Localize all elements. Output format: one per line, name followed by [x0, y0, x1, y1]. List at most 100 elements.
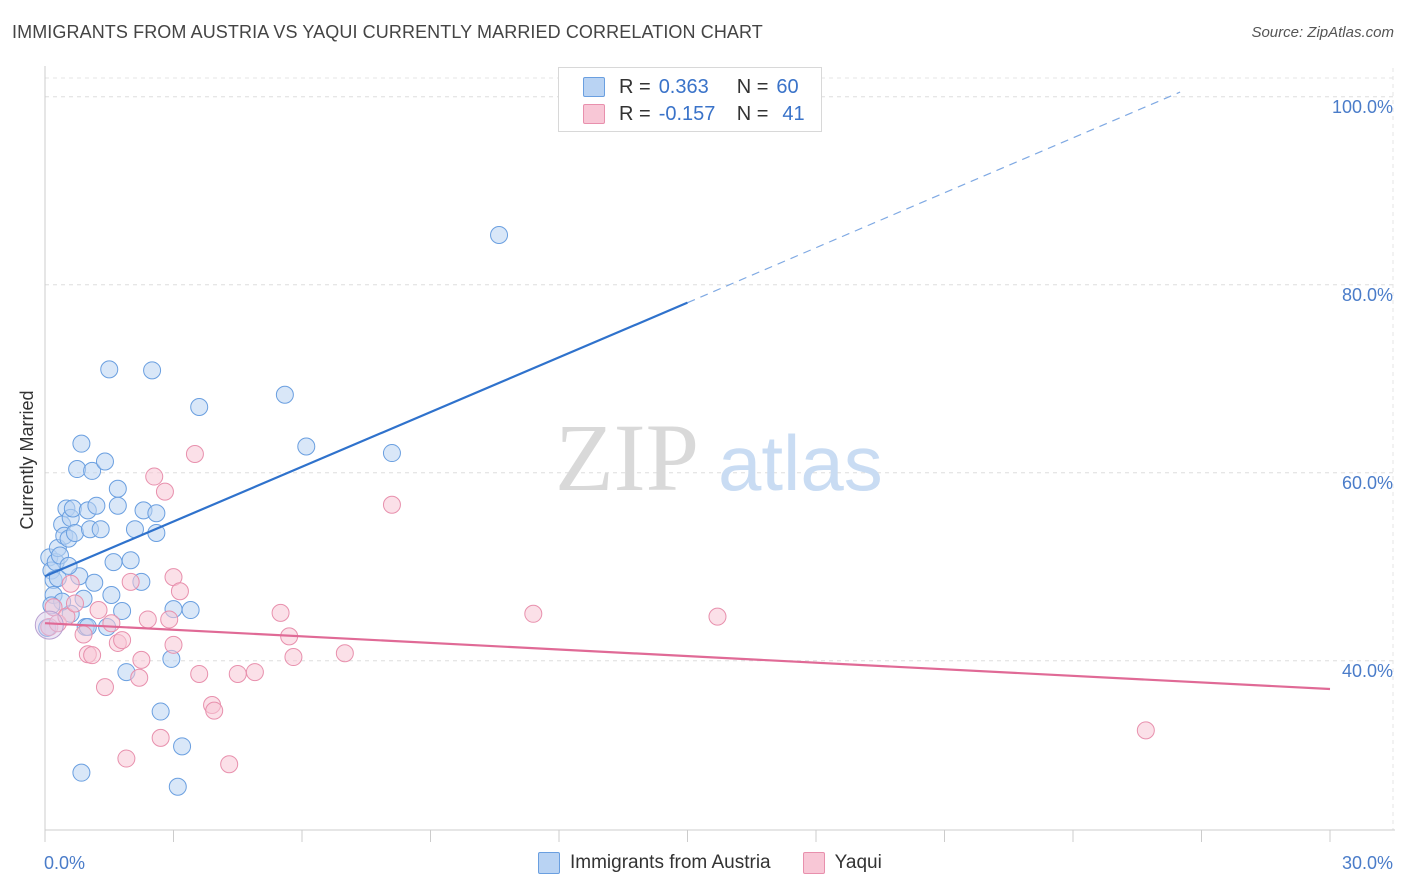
austria-point	[108, 479, 127, 498]
legend-r-value-yaqui: -0.157	[658, 102, 716, 125]
yaqui-point	[130, 668, 149, 687]
x-tick-label-min: 0.0%	[44, 853, 85, 873]
yaqui-point	[83, 646, 102, 665]
austria-point	[143, 361, 162, 380]
austria-point	[100, 360, 119, 379]
trend-layer	[44, 91, 1331, 691]
yaqui-point	[74, 625, 93, 644]
yaqui-point	[524, 604, 543, 623]
austria-trend-extension	[687, 91, 1181, 304]
yaqui-point	[151, 728, 170, 747]
watermark-atlas: atlas	[718, 419, 883, 507]
yaqui-point	[190, 664, 209, 683]
yaqui-point	[102, 614, 121, 633]
austria-point	[104, 553, 123, 572]
yaqui-point	[708, 607, 727, 626]
yaqui-point	[117, 749, 136, 768]
austria-point	[72, 434, 91, 453]
austria-point	[83, 461, 102, 480]
yaqui-point	[245, 663, 264, 682]
legend-n-label: N =	[736, 102, 769, 125]
cluster-point	[34, 610, 64, 640]
yaqui-point	[170, 582, 189, 601]
yaqui-point	[155, 482, 174, 501]
yaqui-point	[205, 701, 224, 720]
points-layer	[34, 225, 1155, 796]
yaqui-point	[220, 755, 239, 774]
yaqui-point	[89, 601, 108, 620]
legend-n-label: N =	[736, 75, 769, 98]
austria-point	[151, 702, 170, 721]
legend-item-austria[interactable]: Immigrants from Austria	[538, 852, 771, 874]
austria-point	[490, 225, 509, 244]
yaqui-swatch	[583, 104, 605, 124]
y-tick-label: 60.0%	[1342, 473, 1393, 493]
austria-point	[168, 777, 187, 796]
austria-point	[65, 523, 84, 542]
austria-point	[87, 496, 106, 515]
y-tick-label: 40.0%	[1342, 661, 1393, 681]
austria-point	[382, 444, 401, 463]
austria-point	[72, 763, 91, 782]
y-tick-label: 100.0%	[1332, 97, 1393, 117]
legend-r-label: R =	[619, 75, 651, 98]
yaqui-point	[113, 631, 132, 650]
legend-item-yaqui[interactable]: Yaqui	[802, 852, 882, 874]
austria-swatch	[583, 77, 605, 97]
yaqui-point	[160, 610, 179, 629]
yaqui-point	[228, 664, 247, 683]
yaqui-trend-line	[44, 622, 1331, 691]
x-tick-label-max: 30.0%	[1342, 853, 1393, 873]
austria-point	[190, 398, 209, 416]
austria-point	[275, 385, 294, 404]
austria-point	[85, 573, 104, 592]
yaqui-point	[121, 572, 140, 591]
austria-legend-swatch	[538, 852, 560, 874]
austria-point	[297, 437, 316, 456]
chart-title: IMMIGRANTS FROM AUSTRIA VS YAQUI CURRENT…	[12, 22, 763, 42]
yaqui-point	[164, 635, 183, 654]
austria-point	[95, 452, 114, 471]
austria-point	[63, 499, 82, 518]
legend-label-austria: Immigrants from Austria	[570, 852, 771, 873]
legend-n-value-austria: 60	[776, 75, 799, 98]
legend-row-yaqui: R = -0.157 N = 41	[583, 101, 805, 127]
watermark-zip: ZIP	[555, 404, 699, 511]
yaqui-point	[335, 644, 354, 663]
yaqui-legend-swatch	[802, 852, 825, 874]
stats-legend: R = 0.363 N = 60 R = -0.157 N = 41	[558, 67, 822, 132]
legend-n-value-yaqui: 41	[782, 102, 805, 125]
yaqui-point	[271, 603, 290, 622]
yaqui-point	[1136, 721, 1155, 740]
legend-label-yaqui: Yaqui	[834, 852, 882, 873]
austria-point	[91, 520, 110, 539]
austria-trend-line	[44, 301, 688, 578]
yaqui-point	[145, 467, 164, 486]
yaqui-point	[65, 594, 84, 613]
legend-row-austria: R = 0.363 N = 60	[583, 74, 799, 100]
yaqui-point	[138, 610, 157, 629]
yaqui-point	[132, 650, 151, 669]
yaqui-point	[95, 678, 114, 697]
legend-r-label: R =	[619, 102, 651, 125]
austria-point	[68, 460, 87, 479]
austria-point	[102, 586, 121, 604]
yaqui-point	[61, 574, 80, 593]
austria-point	[121, 551, 140, 570]
y-axis-label: Currently Married	[17, 390, 37, 529]
austria-point	[181, 601, 200, 620]
yaqui-point	[185, 445, 204, 463]
yaqui-point	[382, 495, 401, 514]
series-legend: Immigrants from Austria Yaqui	[538, 852, 914, 874]
austria-point	[108, 496, 127, 515]
watermark: ZIP atlas	[555, 404, 883, 511]
yaqui-point	[284, 648, 303, 667]
axis-layer: 40.0% 60.0% 80.0% 100.0% 0.0% 30.0%	[44, 66, 1395, 873]
austria-point	[113, 601, 132, 620]
source-label: Source: ZipAtlas.com	[1251, 24, 1394, 41]
legend-r-value-austria: 0.363	[658, 75, 709, 98]
y-tick-label: 80.0%	[1342, 285, 1393, 305]
austria-point	[147, 504, 166, 523]
austria-point	[173, 737, 192, 756]
